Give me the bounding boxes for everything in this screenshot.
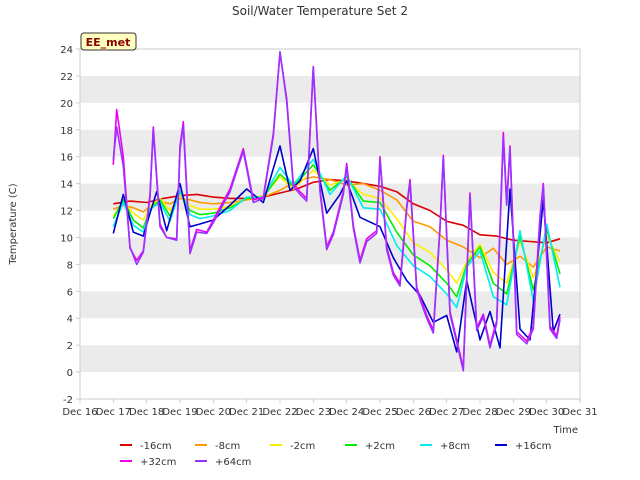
series-line-plus16cm bbox=[112, 145, 561, 353]
y-tick-label: 4 bbox=[67, 314, 73, 325]
grid-band bbox=[80, 345, 580, 373]
x-tick-label: Dec 19 bbox=[162, 407, 197, 418]
grid-band bbox=[80, 318, 580, 346]
legend-item: -8cm bbox=[195, 441, 240, 452]
grid-band bbox=[80, 291, 580, 319]
x-axis-label: Time bbox=[553, 425, 578, 436]
y-tick-label: 16 bbox=[60, 153, 73, 164]
y-tick-label: 20 bbox=[60, 99, 73, 110]
x-tick-label: Dec 25 bbox=[362, 407, 397, 418]
legend-item: -16cm bbox=[120, 441, 172, 452]
series-line-plus8cm bbox=[112, 158, 561, 309]
plot-bands bbox=[80, 49, 580, 399]
legend-label: +64cm bbox=[215, 457, 251, 468]
y-tick-label: 24 bbox=[60, 45, 73, 56]
y-axis-label: Temperature (C) bbox=[8, 183, 19, 265]
legend-item: +16cm bbox=[495, 441, 551, 452]
legend-item: +2cm bbox=[345, 441, 395, 452]
x-tick-label: Dec 20 bbox=[196, 407, 231, 418]
y-tick-label: 0 bbox=[67, 368, 73, 379]
y-tick-label: 18 bbox=[60, 126, 73, 137]
y-tick-label: 22 bbox=[60, 72, 73, 83]
legend-label: +32cm bbox=[140, 457, 176, 468]
legend-label: -16cm bbox=[140, 441, 172, 452]
x-tick-label: Dec 24 bbox=[329, 407, 364, 418]
x-tick-label: Dec 26 bbox=[396, 407, 431, 418]
grid-band bbox=[80, 210, 580, 238]
series-lines bbox=[112, 50, 561, 372]
legend-label: +2cm bbox=[365, 441, 395, 452]
grid-band bbox=[80, 49, 580, 76]
y-tick-label: 14 bbox=[60, 180, 73, 191]
x-tick-label: Dec 29 bbox=[496, 407, 531, 418]
grid-band bbox=[80, 75, 580, 103]
grid-band bbox=[80, 102, 580, 130]
y-tick-label: 2 bbox=[67, 341, 73, 352]
grid-band bbox=[80, 129, 580, 157]
y-tick-label: 12 bbox=[60, 207, 73, 218]
legend-label: +16cm bbox=[515, 441, 551, 452]
series-line-minus16cm bbox=[113, 178, 561, 244]
legend-label: +8cm bbox=[440, 441, 470, 452]
legend-label: -2cm bbox=[290, 441, 315, 452]
legend-item: -2cm bbox=[270, 441, 315, 452]
site-badge-label: EE_met bbox=[86, 36, 131, 49]
legend-item: +64cm bbox=[195, 457, 251, 468]
x-tick-label: Dec 16 bbox=[62, 407, 97, 418]
x-tick-label: Dec 28 bbox=[462, 407, 497, 418]
chart-title: Soil/Water Temperature Set 2 bbox=[232, 4, 408, 18]
y-tick-label: 6 bbox=[67, 287, 73, 298]
legend-item: +8cm bbox=[420, 441, 470, 452]
x-tick-label: Dec 21 bbox=[229, 407, 264, 418]
legend-label: -8cm bbox=[215, 441, 240, 452]
x-tick-label: Dec 17 bbox=[96, 407, 131, 418]
x-tick-label: Dec 18 bbox=[129, 407, 164, 418]
x-tick-label: Dec 31 bbox=[562, 407, 597, 418]
legend-item: +32cm bbox=[120, 457, 176, 468]
legend: -16cm -8cm -2cm +2cm +8cm +16cm +32cm +64cm bbox=[120, 441, 551, 468]
x-tick-label: Dec 23 bbox=[296, 407, 331, 418]
y-tick-label: 8 bbox=[67, 260, 73, 271]
series-line-plus64cm bbox=[112, 50, 561, 372]
x-tick-label: Dec 30 bbox=[529, 407, 564, 418]
x-tick-label: Dec 27 bbox=[429, 407, 464, 418]
y-tick-label: 10 bbox=[60, 233, 73, 244]
y-tick-label: -2 bbox=[63, 395, 73, 406]
x-tick-label: Dec 22 bbox=[262, 407, 297, 418]
site-badge: EE_met bbox=[80, 32, 137, 51]
plot-frame bbox=[79, 48, 581, 400]
site-badge-box bbox=[80, 32, 137, 51]
grid-band bbox=[80, 372, 580, 399]
